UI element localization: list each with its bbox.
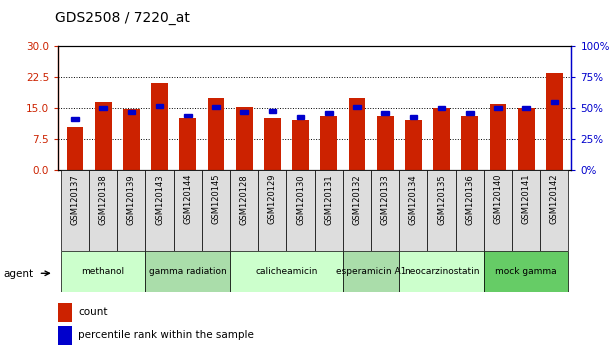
Bar xyxy=(428,170,456,251)
Bar xyxy=(399,251,484,292)
Text: GSM120143: GSM120143 xyxy=(155,174,164,225)
Text: GSM120132: GSM120132 xyxy=(353,174,362,225)
Bar xyxy=(212,105,220,109)
Bar xyxy=(405,120,422,170)
Text: GSM120134: GSM120134 xyxy=(409,174,418,225)
Bar xyxy=(343,170,371,251)
Bar xyxy=(145,251,230,292)
Bar xyxy=(58,303,72,321)
Bar xyxy=(145,170,174,251)
Bar xyxy=(437,106,445,110)
Bar xyxy=(343,251,399,292)
Bar xyxy=(100,106,107,110)
Bar xyxy=(433,108,450,170)
Bar xyxy=(297,115,304,119)
Text: GSM120142: GSM120142 xyxy=(550,174,559,224)
Bar xyxy=(71,118,79,121)
Text: neocarzinostatin: neocarzinostatin xyxy=(404,267,479,276)
Bar xyxy=(230,170,258,251)
Bar xyxy=(240,110,248,114)
Bar xyxy=(287,170,315,251)
Bar xyxy=(67,126,84,170)
Text: count: count xyxy=(78,307,108,318)
Bar xyxy=(292,120,309,170)
Bar xyxy=(179,118,196,170)
Bar xyxy=(551,100,558,104)
Text: GSM120131: GSM120131 xyxy=(324,174,333,225)
Bar xyxy=(512,170,540,251)
Text: percentile rank within the sample: percentile rank within the sample xyxy=(78,330,254,341)
Bar xyxy=(348,98,365,170)
Bar xyxy=(58,326,72,345)
Bar xyxy=(546,73,563,170)
Text: GSM120138: GSM120138 xyxy=(98,174,108,225)
Bar xyxy=(325,111,332,115)
Bar xyxy=(522,106,530,110)
Text: GDS2508 / 7220_at: GDS2508 / 7220_at xyxy=(55,11,190,25)
Text: esperamicin A1: esperamicin A1 xyxy=(336,267,406,276)
Bar xyxy=(174,170,202,251)
Bar xyxy=(230,251,343,292)
Text: gamma radiation: gamma radiation xyxy=(149,267,227,276)
Bar xyxy=(95,102,112,170)
Bar xyxy=(89,170,117,251)
Bar xyxy=(494,106,502,110)
Text: GSM120141: GSM120141 xyxy=(522,174,531,224)
Bar xyxy=(151,83,168,170)
Text: GSM120144: GSM120144 xyxy=(183,174,192,224)
Bar xyxy=(117,170,145,251)
Bar xyxy=(208,98,224,170)
Bar xyxy=(202,170,230,251)
Bar xyxy=(320,116,337,170)
Bar xyxy=(61,170,89,251)
Text: GSM120137: GSM120137 xyxy=(70,174,79,225)
Text: GSM120145: GSM120145 xyxy=(211,174,221,224)
Text: GSM120129: GSM120129 xyxy=(268,174,277,224)
Bar xyxy=(456,170,484,251)
Text: GSM120139: GSM120139 xyxy=(127,174,136,225)
Text: agent: agent xyxy=(3,269,33,279)
Text: mock gamma: mock gamma xyxy=(496,267,557,276)
Text: GSM120136: GSM120136 xyxy=(465,174,474,225)
Bar xyxy=(184,114,192,118)
Bar xyxy=(377,116,393,170)
Bar xyxy=(258,170,287,251)
Text: GSM120140: GSM120140 xyxy=(494,174,502,224)
Bar xyxy=(461,116,478,170)
Bar xyxy=(236,107,252,170)
Bar xyxy=(484,251,568,292)
Bar xyxy=(409,115,417,119)
Text: GSM120130: GSM120130 xyxy=(296,174,305,225)
Text: GSM120135: GSM120135 xyxy=(437,174,446,225)
Bar xyxy=(353,105,360,109)
Bar xyxy=(381,111,389,115)
Text: calicheamicin: calicheamicin xyxy=(255,267,318,276)
Bar xyxy=(128,110,135,114)
Text: GSM120128: GSM120128 xyxy=(240,174,249,225)
Bar xyxy=(489,104,507,170)
Bar xyxy=(61,251,145,292)
Bar xyxy=(399,170,428,251)
Bar xyxy=(156,104,163,108)
Bar xyxy=(540,170,568,251)
Bar xyxy=(269,109,276,113)
Text: methanol: methanol xyxy=(82,267,125,276)
Bar xyxy=(484,170,512,251)
Text: GSM120133: GSM120133 xyxy=(381,174,390,225)
Bar xyxy=(264,118,281,170)
Bar xyxy=(466,111,474,115)
Bar xyxy=(518,108,535,170)
Bar xyxy=(315,170,343,251)
Bar xyxy=(123,109,140,170)
Bar xyxy=(371,170,399,251)
